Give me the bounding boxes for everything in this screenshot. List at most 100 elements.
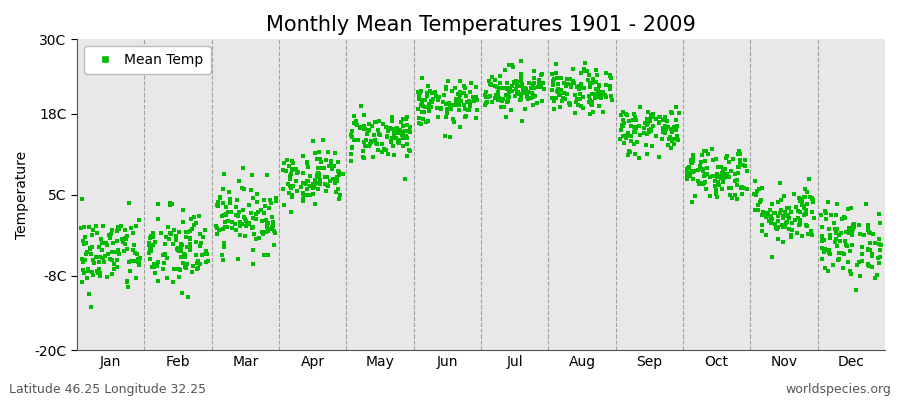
Point [74,225,88,231]
Point [330,176,345,182]
Point [862,228,877,235]
Point [395,132,410,138]
Point [491,97,505,103]
Point [796,194,811,201]
Point [313,156,328,162]
Point [860,201,874,208]
Point [380,134,394,140]
Point [283,173,297,179]
Point [237,214,251,220]
Point [394,119,409,126]
Point [491,88,506,95]
Point [142,240,157,246]
Point [535,98,549,104]
Point [534,72,548,78]
Point [458,93,473,100]
Point [395,130,410,137]
Point [86,256,101,263]
Point [829,212,843,218]
Point [724,194,739,201]
Point [832,256,847,262]
Point [872,210,886,217]
Point [81,266,95,272]
Point [331,159,346,166]
Point [315,137,329,143]
Point [169,233,184,239]
Point [563,84,578,90]
Point [412,91,427,98]
Point [387,152,401,158]
Point [551,80,565,87]
Point [458,114,473,121]
Point [378,147,392,154]
Point [279,157,293,164]
Point [751,202,765,208]
Point [576,94,590,100]
Point [500,99,515,105]
Point [318,180,332,187]
Point [246,215,260,221]
Point [622,132,636,139]
Point [580,68,594,74]
Point [356,154,371,161]
Point [667,136,681,142]
Point [364,140,378,147]
Point [655,136,670,142]
Point [852,258,867,265]
Point [697,168,711,174]
Point [318,165,332,171]
Point [866,230,880,237]
Point [514,96,528,102]
Point [508,78,523,84]
Point [415,99,429,105]
Point [572,83,587,89]
Point [80,275,94,281]
Point [230,204,244,210]
Point [166,227,181,233]
Point [129,223,143,230]
Point [94,236,108,242]
Point [387,130,401,137]
Point [737,185,751,191]
Point [459,113,473,120]
Point [415,74,429,81]
Point [96,255,111,261]
Point [333,192,347,198]
Point [829,230,843,236]
Point [91,254,105,260]
Point [545,82,560,88]
Point [484,98,499,105]
Point [119,236,133,242]
Point [717,166,732,173]
Point [716,169,730,175]
Point [577,66,591,72]
Point [633,131,647,138]
Point [130,259,145,266]
Point [463,107,477,113]
Point [569,98,583,105]
Point [132,258,147,264]
Point [310,165,325,171]
Point [644,128,658,134]
Point [126,247,140,254]
Point [594,93,608,100]
Point [462,98,476,104]
Point [836,265,850,272]
Point [463,103,477,109]
Point [142,245,157,252]
Point [238,218,253,224]
Point [832,250,846,257]
Point [163,200,177,206]
Point [788,204,803,210]
Point [841,258,855,265]
Point [855,251,869,257]
Point [276,201,291,208]
Point [210,230,224,237]
Point [500,86,514,92]
Point [479,94,493,100]
Point [763,206,778,213]
Point [295,196,310,202]
Point [850,262,864,269]
Point [184,247,198,254]
Point [513,82,527,89]
